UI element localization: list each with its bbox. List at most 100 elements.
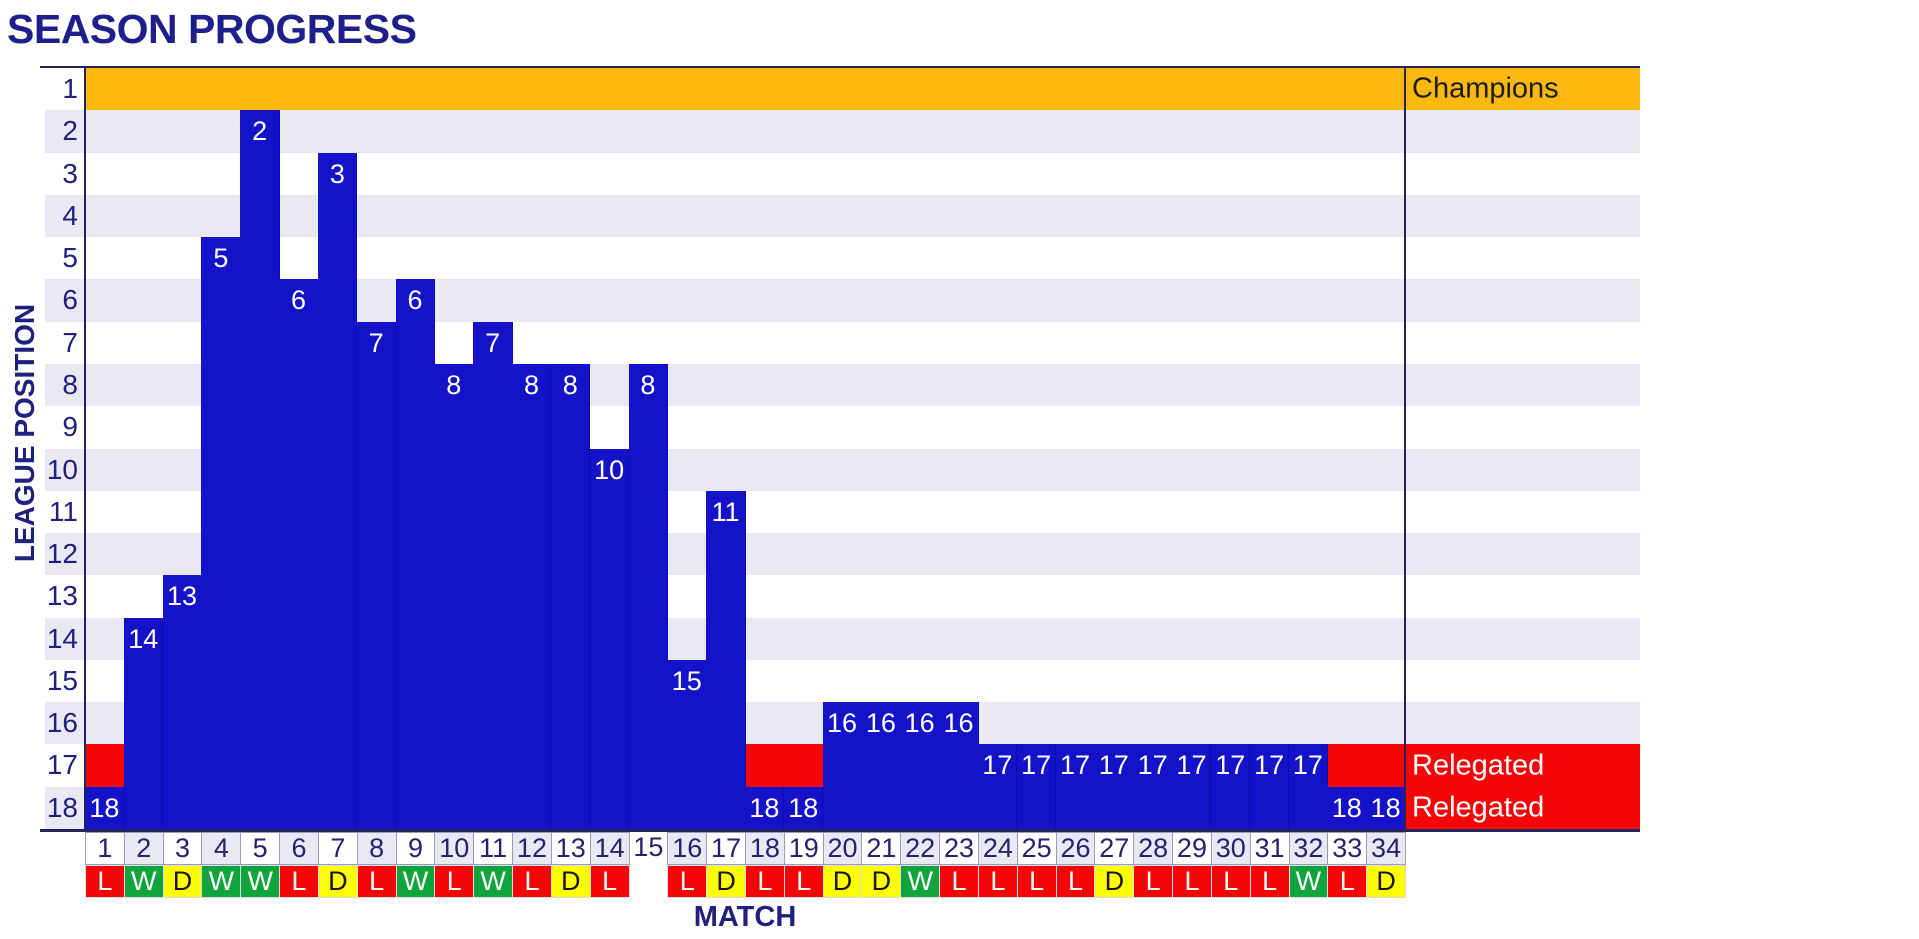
- y-tick-8: 8: [62, 368, 78, 400]
- bar-value-label-match-11: 7: [485, 327, 501, 358]
- x-axis-label-cell-10: 10: [434, 832, 475, 865]
- y-tick-11: 11: [48, 495, 78, 527]
- bar-value-label-match-19: 18: [788, 792, 819, 823]
- x-axis-label-cell-13: 13: [550, 832, 591, 865]
- bar-value-label-match-33: 18: [1331, 792, 1362, 823]
- row-band-4: [45, 194, 1640, 238]
- bar-value-label-match-28: 17: [1137, 750, 1168, 781]
- bar-value-label-match-16: 15: [671, 665, 702, 696]
- x-axis-title: MATCH: [693, 901, 797, 933]
- result-cell-match-19: L: [783, 865, 824, 898]
- row-band-2: [45, 110, 1640, 153]
- bar-value-label-match-1: 18: [89, 792, 120, 823]
- result-cell-match-31: L: [1249, 865, 1290, 898]
- y-tick-6: 6: [62, 284, 78, 316]
- bar-value-label-match-21: 16: [865, 708, 896, 739]
- x-axis-label-cell-28: 28: [1133, 832, 1174, 865]
- position-bar-match-4: [201, 237, 241, 829]
- result-cell-match-3: D: [162, 865, 203, 898]
- y-tick-3: 3: [62, 157, 78, 189]
- position-bar-match-9: [395, 279, 435, 829]
- x-axis-label-cell-8: 8: [356, 832, 397, 865]
- relegated-zone-label-18: Relegated: [1412, 791, 1545, 824]
- result-cell-match-7: D: [317, 865, 358, 898]
- y-tick-2: 2: [62, 115, 78, 147]
- position-bar-match-7: [317, 152, 358, 829]
- position-bar-match-2: [123, 617, 164, 829]
- bar-value-label-match-14: 10: [594, 454, 625, 485]
- result-cell-match-8: L: [356, 865, 397, 898]
- y-tick-15: 15: [46, 664, 78, 696]
- x-axis-label-cell-18: 18: [745, 832, 785, 865]
- y-tick-1: 1: [62, 73, 78, 104]
- y-tick-18: 18: [46, 791, 78, 823]
- page-title: SEASON PROGRESS: [7, 6, 417, 52]
- result-cell-match-4: W: [201, 865, 242, 898]
- result-cell-match-14: L: [589, 865, 630, 898]
- position-bar-match-13: [550, 363, 591, 829]
- x-axis-label-cell-11: 11: [473, 832, 514, 865]
- position-bar-match-31: [1249, 744, 1290, 829]
- bar-value-label-match-18: 18: [749, 792, 780, 823]
- x-axis-label-cell-20: 20: [822, 832, 863, 865]
- bar-value-label-match-30: 17: [1215, 750, 1246, 781]
- position-bar-match-33: [1327, 786, 1367, 829]
- row-band-3: [45, 152, 1640, 195]
- bar-value-label-match-9: 6: [407, 285, 423, 316]
- bar-value-label-match-20: 16: [827, 708, 858, 739]
- x-axis-label-cell-14: 14: [589, 832, 630, 865]
- position-bar-match-17: [706, 490, 746, 829]
- chart-bottom-border: [40, 829, 1640, 832]
- result-cell-match-22: W: [900, 865, 941, 898]
- result-cell-match-28: L: [1133, 865, 1174, 898]
- result-cell-match-17: D: [706, 865, 746, 898]
- y-tick-12: 12: [46, 538, 78, 570]
- bar-value-label-match-8: 7: [368, 327, 384, 358]
- bar-value-label-match-10: 8: [446, 369, 462, 400]
- result-cell-match-23: L: [939, 865, 979, 898]
- result-cell-match-34: D: [1366, 865, 1406, 898]
- y-tick-13: 13: [46, 580, 78, 612]
- result-cell-match-24: L: [977, 865, 1018, 898]
- x-axis-label-cell-25: 25: [1016, 832, 1057, 865]
- y-axis-line: [84, 66, 86, 832]
- y-tick-7: 7: [62, 326, 78, 358]
- x-axis-label-cell-31: 31: [1249, 832, 1290, 865]
- x-axis-label-cell-17: 17: [706, 832, 746, 865]
- y-tick-14: 14: [46, 622, 78, 654]
- y-tick-5: 5: [62, 242, 78, 274]
- x-axis-label-cell-9: 9: [395, 832, 436, 865]
- x-axis-label-cell-2: 2: [123, 832, 164, 865]
- position-bar-match-34: [1366, 786, 1406, 829]
- x-axis-label-cell-21: 21: [861, 832, 902, 865]
- x-axis-label-cell-12: 12: [512, 832, 552, 865]
- result-cell-match-20: D: [822, 865, 863, 898]
- bar-value-label-match-34: 18: [1370, 792, 1401, 823]
- bar-value-label-match-32: 17: [1292, 750, 1323, 781]
- result-cell-match-32: W: [1288, 865, 1329, 898]
- result-cell-match-30: L: [1210, 865, 1251, 898]
- result-cell-match-26: L: [1055, 865, 1096, 898]
- x-axis-label-cell-6: 6: [279, 832, 319, 865]
- bar-value-label-match-17: 11: [711, 496, 740, 527]
- x-axis-label-cell-4: 4: [201, 832, 242, 865]
- x-axis-label-cell-19: 19: [783, 832, 824, 865]
- result-cell-match-9: W: [395, 865, 436, 898]
- result-cell-match-6: L: [279, 865, 319, 898]
- bar-value-label-match-25: 17: [1021, 750, 1052, 781]
- x-axis-label-cell-30: 30: [1210, 832, 1251, 865]
- result-cell-match-29: L: [1172, 865, 1212, 898]
- bar-value-label-match-13: 8: [562, 369, 578, 400]
- result-cell-match-13: D: [550, 865, 591, 898]
- result-cell-match-27: D: [1094, 865, 1135, 898]
- position-bar-match-11: [473, 321, 513, 829]
- y-tick-9: 9: [62, 411, 78, 443]
- result-cell-match-10: L: [434, 865, 475, 898]
- x-axis-label-cell-32: 32: [1288, 832, 1329, 865]
- position-bar-match-14: [589, 448, 630, 829]
- result-cell-match-33: L: [1327, 865, 1368, 898]
- position-bar-match-12: [512, 363, 552, 829]
- x-axis-label-cell-27: 27: [1094, 832, 1135, 865]
- bar-value-label-match-4: 5: [213, 243, 229, 274]
- position-bar-match-32: [1288, 744, 1328, 829]
